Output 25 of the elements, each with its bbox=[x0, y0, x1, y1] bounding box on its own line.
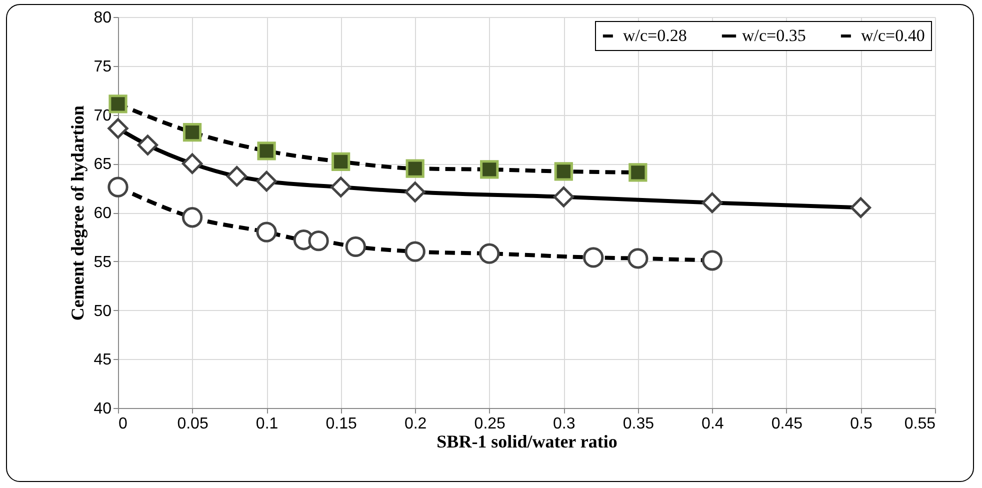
y-tick-label: 55 bbox=[94, 254, 112, 271]
y-axis-title: Cement degree of hydartion bbox=[68, 105, 88, 321]
y-tick-label: 75 bbox=[94, 58, 112, 76]
legend-label: w/c=0.28 bbox=[623, 26, 687, 45]
y-tick-label: 80 bbox=[94, 10, 112, 26]
x-tick-label: 0 bbox=[118, 416, 128, 432]
y-tick-label: 45 bbox=[94, 352, 112, 369]
x-tick-label: 0.35 bbox=[622, 416, 654, 432]
x-tick-label: 0.1 bbox=[256, 416, 278, 432]
legend-label: w/c=0.40 bbox=[861, 26, 925, 45]
x-tick-label: 0.4 bbox=[702, 416, 724, 432]
x-tick-label: 0.25 bbox=[474, 416, 506, 432]
y-tick-label: 50 bbox=[94, 302, 112, 320]
legend-label: w/c=0.35 bbox=[742, 26, 806, 45]
x-tick-label: 0.3 bbox=[553, 416, 576, 432]
x-tick-label: 0.05 bbox=[177, 416, 208, 432]
y-tick-label: 60 bbox=[94, 205, 112, 222]
x-tick-label: 0.2 bbox=[404, 416, 427, 432]
x-tick-label: 0.45 bbox=[771, 416, 803, 432]
y-tick-label: 40 bbox=[94, 400, 112, 418]
x-tick-label: 0.5 bbox=[850, 416, 872, 432]
x-axis-title: SBR-1 solid/water ratio bbox=[436, 432, 618, 452]
x-tick-label: 0.55 bbox=[904, 416, 936, 432]
x-tick-label: 0.15 bbox=[326, 416, 357, 432]
y-tick-label: 65 bbox=[94, 156, 112, 174]
